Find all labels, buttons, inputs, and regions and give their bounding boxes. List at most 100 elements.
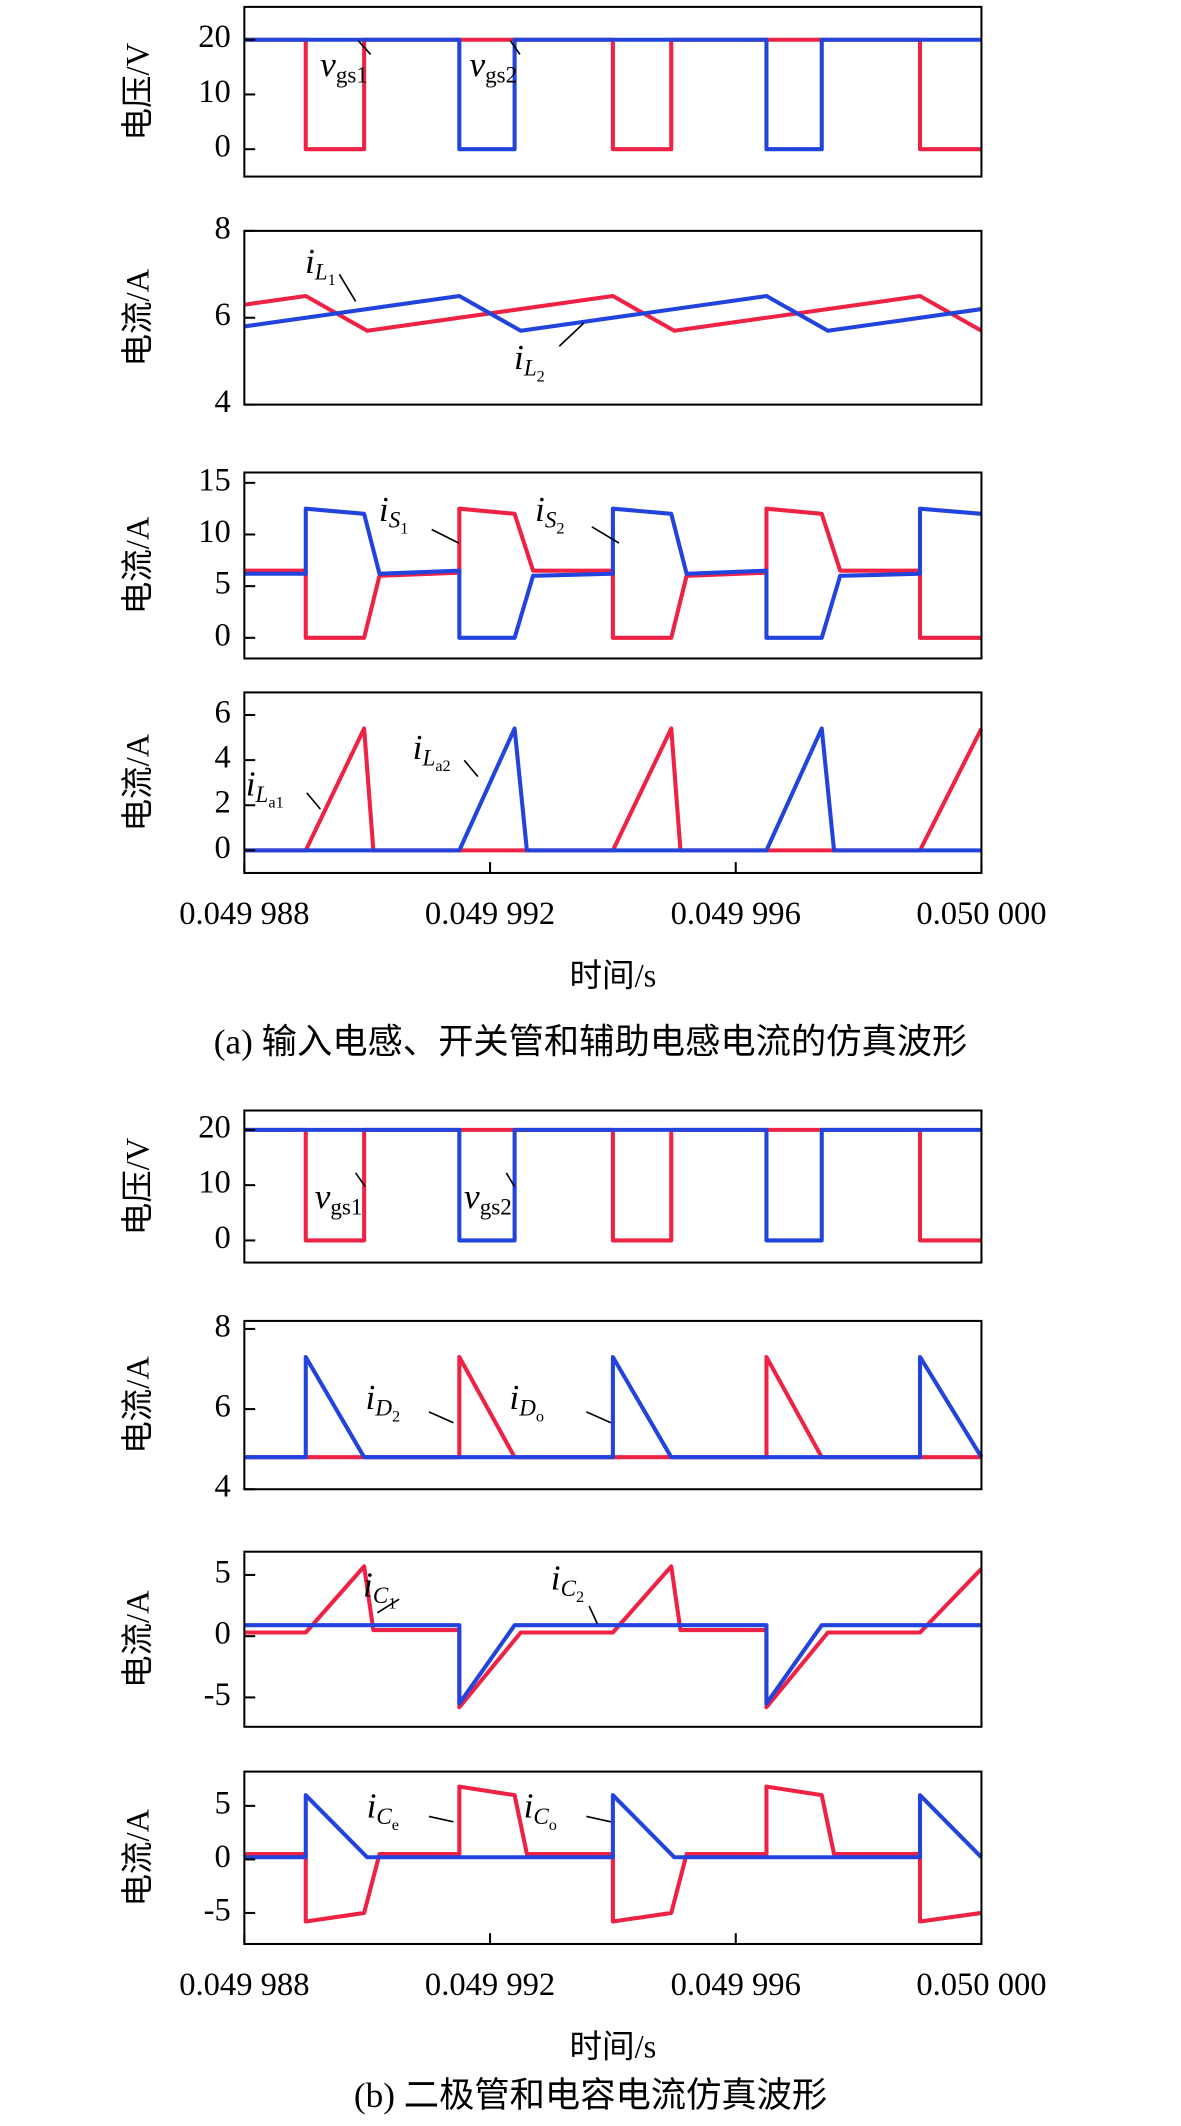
annotation-symbol: i [551,1559,561,1598]
annotation-symbol: i [363,1565,373,1604]
annotation-subscript: o [536,1406,544,1425]
y-tick-label: 2 [214,785,230,821]
y-tick-label: 10 [198,1165,231,1201]
y-tick-label: 0 [214,617,230,653]
annotation-symbol: i [367,1787,377,1826]
annotation-symbol: i [413,728,423,767]
annotation-symbol: i [305,242,315,281]
plot-frame [243,1550,983,1728]
waveform [244,293,983,333]
annotation: vgs1 [320,45,368,88]
y-tick-label: 6 [214,694,230,730]
waveform [244,1354,984,1460]
annotation-symbol: i [524,1787,534,1826]
caption: (b) 二极管和电容电流仿真波形 [354,2076,827,2115]
y-tick-label: 0 [214,1220,230,1256]
annotation-subscript: gs2 [480,1194,512,1220]
annotation-symbol: i [379,490,389,529]
annotation-subscript: S [545,507,557,533]
annotation: iDo [509,1378,544,1425]
waveform [244,37,982,152]
x-tick-label: 0.049 996 [671,896,801,932]
annotation-symbol: v [469,45,485,84]
waveform [244,1354,982,1460]
plot-frame [243,1770,983,1946]
annotation-symbol: v [320,45,336,84]
waveform [244,726,984,853]
leader-line [509,40,521,55]
leader-line [505,1172,516,1187]
annotation: iLa1 [246,765,284,812]
y-tick-label: 0 [214,1839,230,1875]
annotation-subscript: D [518,1395,536,1421]
plot-frame [243,1319,983,1491]
y-axis-label: 电流/A [120,733,157,831]
plot-frame [243,1109,983,1264]
y-tick-label: 0 [214,1616,230,1652]
waveform [244,726,982,853]
annotation-subscript: 2 [556,518,564,537]
leader-line [338,273,357,302]
caption: (a) 输入电感、开关管和辅助电感电流的仿真波形 [214,1022,968,1061]
waveform [244,506,982,640]
leader-line [558,322,585,347]
annotation-subscript: C [373,1582,389,1608]
annotation: iCo [524,1787,557,1834]
annotation: iS2 [535,490,564,537]
leader-line [306,792,321,810]
x-tick-label: 0.049 996 [671,1967,801,2003]
annotation: iL1 [305,242,336,289]
y-tick-label: 0 [214,129,230,165]
waveform [244,1793,983,1860]
annotation-subscript: 1 [328,270,336,289]
y-tick-label: 5 [214,566,230,602]
waveform [244,293,982,333]
annotation-subscript: 2 [537,366,545,385]
annotation-subscript: a1 [268,792,283,811]
annotation: iL2 [514,338,545,385]
y-tick-label: 5 [214,1554,230,1590]
annotation-symbol: i [366,1378,376,1417]
annotation-subscript: C [533,1803,549,1829]
annotation-symbol: v [464,1177,480,1216]
y-tick-label: 20 [198,19,231,55]
leader-line [463,759,479,778]
leader-line [354,1172,366,1187]
y-axis-label: 电流/A [120,516,157,614]
waveform [244,1623,982,1706]
annotation-subscript: D [374,1395,392,1421]
annotation: iLa2 [413,728,451,775]
x-tick-label: 0.050 000 [916,1967,1046,2003]
y-axis-label: 电流/A [120,268,157,366]
annotation: iC2 [551,1559,584,1606]
y-tick-label: 8 [214,210,230,246]
annotation-subscript: 1 [400,518,408,537]
y-axis-label: 电流/A [120,1808,157,1906]
annotation-subscript: C [376,1803,392,1829]
y-tick-label: 0 [214,830,230,866]
y-axis-label: 电压/V [120,42,157,140]
plot-frame [243,471,983,660]
leader-line [586,1815,612,1823]
annotation-subscript: gs2 [485,62,517,88]
y-tick-label: 10 [198,514,231,550]
y-tick-label: 5 [214,1785,230,1821]
annotation-symbol: i [509,1378,519,1417]
leader-line [431,528,460,544]
x-axis-label: 时间/s [569,958,656,994]
waveform [244,37,982,152]
annotation: vgs2 [469,45,517,88]
annotation-symbol: i [246,765,256,804]
y-axis-label: 电压/V [120,1137,157,1235]
y-tick-label: 15 [198,462,231,498]
annotation: iS1 [379,490,408,537]
plot-frame [243,691,983,874]
x-tick-label: 0.049 992 [425,896,555,932]
waveform [244,506,982,640]
annotation: iC1 [363,1565,396,1612]
annotation: iD2 [366,1378,401,1425]
y-tick-label: -5 [204,1892,231,1928]
annotation-subscript: 2 [392,1406,400,1425]
x-tick-label: 0.049 988 [179,896,309,932]
